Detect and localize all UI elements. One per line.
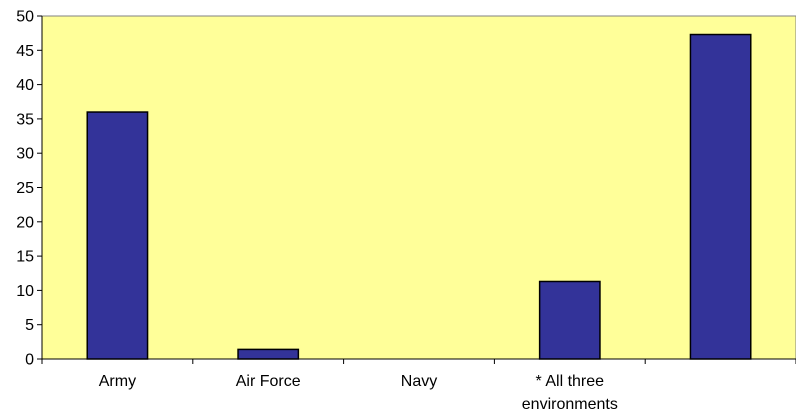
y-tick-label: 35 bbox=[16, 111, 34, 128]
y-tick-label: 15 bbox=[16, 249, 34, 266]
y-tick-label: 30 bbox=[16, 146, 34, 163]
y-tick-label: 45 bbox=[16, 43, 34, 60]
x-axis: Army Air Force Navy * All three environments bbox=[41, 358, 796, 413]
bar-army bbox=[86, 111, 149, 360]
y-tick-label: 25 bbox=[16, 180, 34, 197]
y-tick-label: 10 bbox=[16, 283, 34, 300]
x-tick-label: Navy bbox=[401, 373, 437, 390]
y-tick-label: 50 bbox=[16, 9, 34, 26]
x-tick-label: Army bbox=[99, 373, 136, 390]
bar-unlabeled-4 bbox=[689, 33, 752, 360]
y-tick-label: 40 bbox=[16, 77, 34, 94]
plot-area bbox=[41, 15, 796, 360]
y-tick-label: 20 bbox=[16, 214, 34, 231]
bar-all-three-environments bbox=[538, 280, 601, 360]
y-tick-label: 0 bbox=[25, 352, 34, 369]
y-tick-label: 5 bbox=[25, 317, 34, 334]
y-axis: 0 5 10 15 20 25 30 35 40 45 50 bbox=[16, 9, 43, 369]
x-tick-label: environments bbox=[522, 396, 618, 413]
x-tick-label: * All three bbox=[536, 373, 605, 390]
bars-group bbox=[86, 33, 752, 360]
x-tick-label: Air Force bbox=[236, 373, 301, 390]
bar-air-force bbox=[237, 348, 300, 360]
